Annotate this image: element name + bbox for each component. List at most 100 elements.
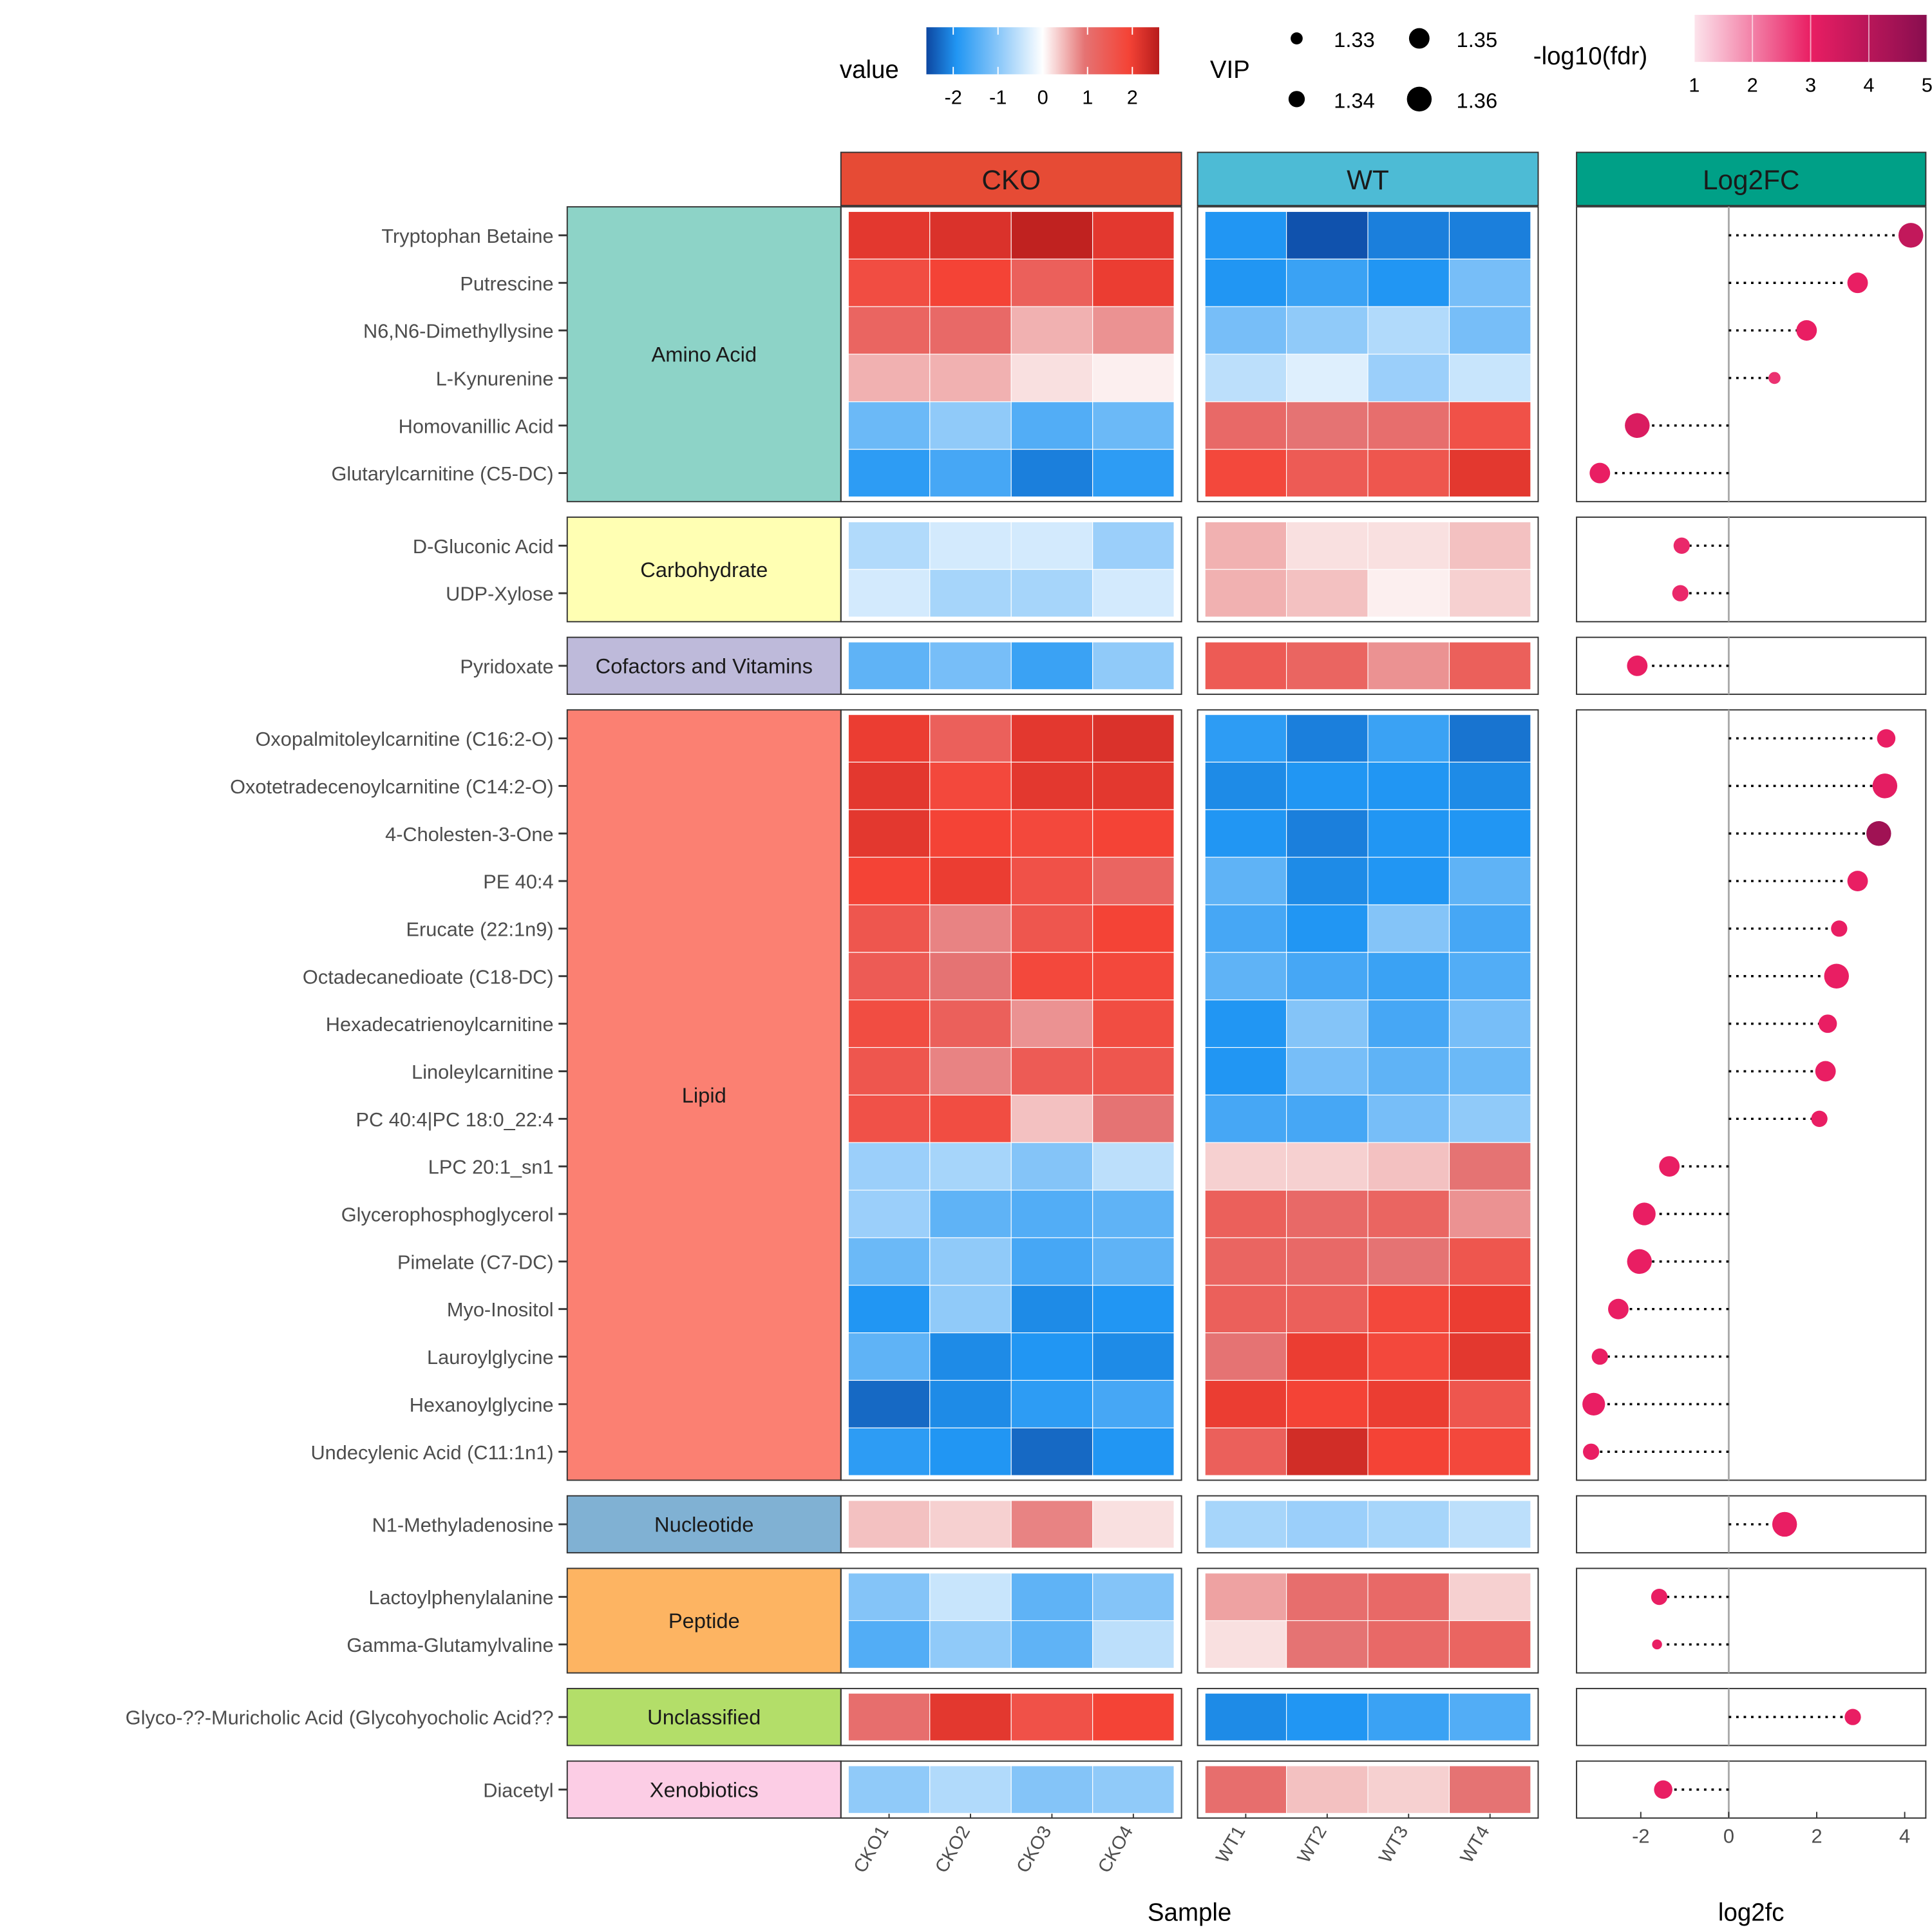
- heatmap-cell: [1286, 1046, 1368, 1095]
- heatmap-cell: [1010, 1427, 1094, 1476]
- fc-panel-box: [1576, 1760, 1927, 1819]
- heatmap-cell: [1204, 857, 1287, 905]
- heatmap-cell: [1448, 857, 1531, 905]
- sample-tick-label: WT1: [1212, 1823, 1249, 1867]
- heatmap-cell: [1010, 809, 1094, 858]
- metabolite-label: Octadecanedioate (C18-DC): [303, 965, 554, 988]
- heatmap-cell: [1367, 714, 1450, 763]
- heatmap-cell: [1010, 211, 1094, 260]
- lollipop-point: [1625, 413, 1650, 438]
- heatmap-cell: [929, 1620, 1012, 1669]
- heatmap-cell: [929, 258, 1012, 307]
- heatmap-cell: [1448, 1765, 1531, 1814]
- heatmap-panel-box: [1197, 516, 1539, 623]
- heatmap-cell: [929, 857, 1012, 905]
- heatmap-cell: [929, 521, 1012, 570]
- heatmap-cell: [929, 761, 1012, 810]
- value-legend-tick-label: 2: [1127, 86, 1138, 109]
- heatmap-cell: [1204, 809, 1287, 858]
- heatmap-cell: [1367, 1620, 1450, 1669]
- heatmap-cell: [1367, 1427, 1450, 1476]
- heatmap-panel-box: [1197, 709, 1539, 1481]
- metabolite-label: Undecylenic Acid (C11:1n1): [310, 1441, 553, 1464]
- heatmap-cell: [1367, 1500, 1450, 1549]
- metabolite-label: 4-Cholesten-3-One: [385, 823, 554, 846]
- heatmap-panel-box: [1197, 636, 1539, 696]
- heatmap-cell: [1092, 1046, 1175, 1095]
- heatmap-cell: [929, 1692, 1012, 1741]
- heatmap-cell: [929, 1285, 1012, 1334]
- heatmap-cell: [1367, 952, 1450, 1001]
- heatmap-cell: [1204, 1427, 1287, 1476]
- heatmap-cell: [1448, 1285, 1531, 1334]
- heatmap-cell: [1092, 904, 1175, 953]
- heatmap-cell: [1204, 1692, 1287, 1741]
- heatmap-cell: [1010, 306, 1094, 355]
- heatmap-cell: [848, 1427, 931, 1476]
- heatmap-cell: [1286, 306, 1368, 355]
- category-strip-carbohydrate: [566, 516, 842, 623]
- heatmap-cell: [1367, 641, 1450, 690]
- heatmap-cell: [929, 1332, 1012, 1381]
- heatmap-cell: [929, 641, 1012, 690]
- panel-header-log2fc: [1576, 151, 1927, 207]
- heatmap-cell: [1448, 904, 1531, 953]
- lollipop-point: [1582, 1443, 1600, 1460]
- heatmap-cell: [1286, 857, 1368, 905]
- heatmap-cell: [1092, 521, 1175, 570]
- heatmap-cell: [1204, 761, 1287, 810]
- heatmap-cell: [1010, 999, 1094, 1048]
- lollipop-point: [1772, 1511, 1797, 1537]
- heatmap-cell: [1204, 999, 1287, 1048]
- value-legend-tick-label: -1: [989, 86, 1007, 109]
- value-legend-tick-label: -2: [945, 86, 962, 109]
- heatmap-cell: [1448, 714, 1531, 763]
- heatmap-cell: [1010, 1189, 1094, 1238]
- heatmap-cell: [848, 999, 931, 1048]
- heatmap-cell: [1448, 354, 1531, 402]
- category-label: Unclassified: [647, 1705, 761, 1729]
- heatmap-cell: [1367, 449, 1450, 498]
- metabolite-label: Pyridoxate: [460, 655, 553, 677]
- heatmap-panel-box: [1197, 206, 1539, 502]
- heatmap-cell: [1367, 1046, 1450, 1095]
- heatmap-cell: [1448, 258, 1531, 307]
- heatmap-cell: [1092, 449, 1175, 498]
- heatmap-cell: [1204, 306, 1287, 355]
- metabolite-label: Hexanoylglycine: [410, 1394, 554, 1416]
- metabolite-label: Gamma-Glutamylvaline: [346, 1634, 553, 1656]
- heatmap-cell: [1092, 1427, 1175, 1476]
- lollipop-point: [1872, 773, 1898, 799]
- lollipop-point: [1818, 1014, 1837, 1033]
- fdr-legend-title: -log10(fdr): [1533, 43, 1647, 70]
- sample-tick-label: CKO2: [931, 1823, 974, 1877]
- fdr-legend-tick-label: 3: [1805, 73, 1816, 96]
- lollipop-point: [1627, 1249, 1652, 1274]
- metabolite-label: UDP-Xylose: [446, 583, 553, 605]
- lollipop-point: [1811, 1110, 1828, 1127]
- heatmap-cell: [1286, 1189, 1368, 1238]
- heatmap-cell: [1010, 904, 1094, 953]
- heatmap-cell: [1092, 1765, 1175, 1814]
- heatmap-cell: [1367, 1573, 1450, 1622]
- metabolite-label: Lauroylglycine: [427, 1346, 554, 1368]
- lollipop-point: [1824, 963, 1849, 989]
- heatmap-cell: [929, 999, 1012, 1048]
- heatmap-cell: [1204, 1379, 1287, 1428]
- sample-tick-label: CKO3: [1013, 1823, 1056, 1877]
- heatmap-cell: [929, 354, 1012, 402]
- heatmap-cell: [1092, 999, 1175, 1048]
- metabolite-label: L-Kynurenine: [436, 367, 554, 390]
- heatmap-cell: [1367, 1094, 1450, 1143]
- lollipop-point: [1673, 537, 1690, 554]
- lollipop-point: [1898, 223, 1924, 248]
- metabolite-label: Oxopalmitoleylcarnitine (C16:2-O): [255, 728, 553, 750]
- heatmap-cell: [1010, 1379, 1094, 1428]
- heatmap-cell: [1286, 211, 1368, 260]
- metabolite-label: Linoleylcarnitine: [412, 1061, 554, 1083]
- heatmap-cell: [1092, 714, 1175, 763]
- lollipop-point: [1582, 1392, 1605, 1416]
- heatmap-cell: [1448, 1620, 1531, 1669]
- category-label: Peptide: [668, 1609, 740, 1633]
- vip-legend-dot: [1291, 32, 1303, 44]
